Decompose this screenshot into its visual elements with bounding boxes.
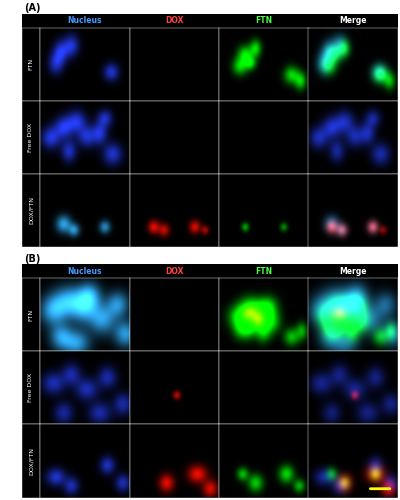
Text: Free DOX: Free DOX [28, 373, 34, 402]
Text: DOX: DOX [165, 266, 184, 276]
Text: (A): (A) [24, 3, 40, 13]
Text: Free DOX: Free DOX [28, 122, 34, 152]
Text: DOX/FTN: DOX/FTN [28, 447, 34, 475]
Text: DOX/FTN: DOX/FTN [28, 196, 34, 224]
Text: Merge: Merge [340, 16, 367, 25]
Text: Nucleus: Nucleus [68, 16, 102, 25]
Text: Nucleus: Nucleus [68, 266, 102, 276]
Text: FTN: FTN [28, 58, 34, 70]
Text: FTN: FTN [28, 308, 34, 320]
Text: FTN: FTN [255, 16, 272, 25]
Text: DOX: DOX [165, 16, 184, 25]
Text: Merge: Merge [340, 266, 367, 276]
Text: (B): (B) [24, 254, 40, 264]
Text: FTN: FTN [255, 266, 272, 276]
